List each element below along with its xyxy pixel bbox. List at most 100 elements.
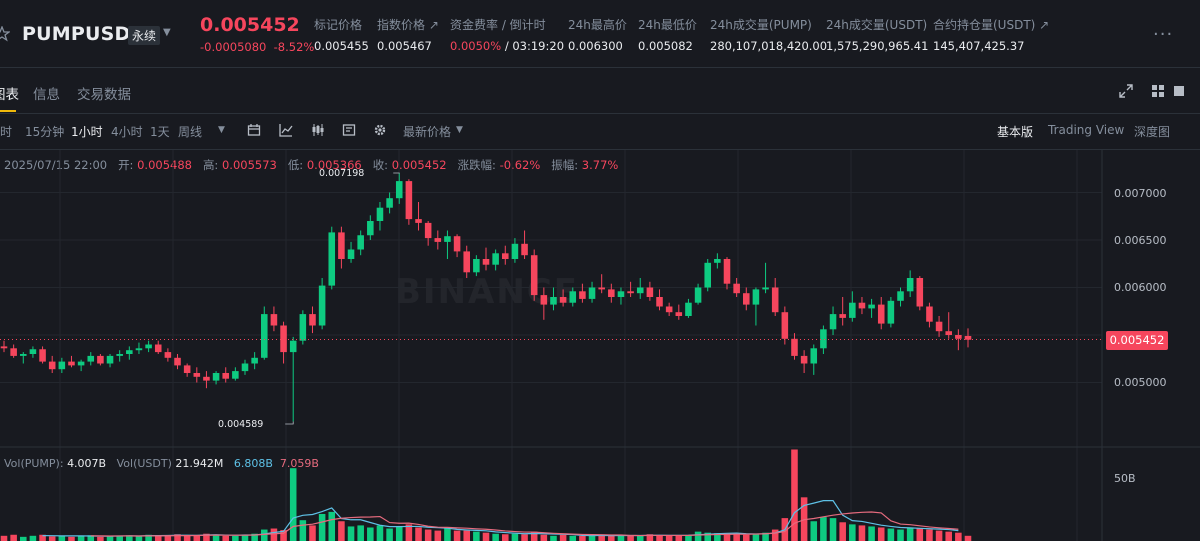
volume-bar	[174, 534, 181, 541]
candle-body	[415, 219, 422, 223]
candle-body	[829, 314, 837, 330]
volume-bar	[569, 535, 577, 541]
view-basic[interactable]: 基本版	[997, 125, 1034, 139]
tab-info[interactable]: 信息	[33, 87, 60, 103]
volume-bar	[347, 526, 355, 541]
volume-bar	[723, 533, 731, 541]
current-price-tag: 0.005452	[1106, 331, 1168, 350]
candle-body	[154, 344, 162, 353]
candle	[270, 306, 278, 332]
stat-open-interest[interactable]: 合约持仓量(USDT) ↗ 145,407,425.37	[933, 18, 1050, 53]
candle-body	[820, 329, 827, 349]
content-tabs: 图表 信息 交易数据	[0, 68, 1200, 114]
binance-watermark: BINANCE	[395, 272, 579, 312]
candle-body	[492, 253, 499, 265]
candle-body	[887, 300, 895, 324]
candle	[232, 367, 239, 381]
layout-grid-icon[interactable]	[1151, 84, 1165, 98]
indicators-icon[interactable]	[279, 123, 293, 137]
candle-body	[627, 291, 634, 294]
candle-body	[145, 344, 152, 349]
candle	[839, 297, 846, 326]
candle-body	[347, 249, 355, 259]
candle-body	[106, 355, 114, 364]
tab-chart[interactable]: 图表	[0, 87, 19, 103]
candle-type-icon[interactable]	[311, 123, 325, 137]
price-type-dropdown-icon[interactable]: ▼	[456, 125, 463, 135]
candle	[704, 259, 711, 292]
volume-bar	[877, 527, 885, 541]
low-leader-line	[285, 421, 294, 425]
candle	[665, 302, 673, 316]
volume-bar	[820, 517, 827, 541]
candle-body	[791, 338, 798, 356]
settings-gear-icon[interactable]	[373, 123, 387, 137]
candle-body	[463, 251, 470, 273]
view-depth[interactable]: 深度图	[1134, 125, 1171, 139]
candle-body	[482, 259, 490, 265]
candlestick-chart[interactable]: 0.007000 0.006500 0.006000 0.005000 50B	[0, 150, 1200, 541]
calendar-icon[interactable]	[247, 123, 261, 137]
more-options-icon[interactable]: ···	[1153, 24, 1174, 45]
volume-bar	[685, 535, 692, 541]
candle-body	[598, 287, 605, 290]
candle	[280, 321, 287, 364]
symbol-dropdown-icon[interactable]: ▼	[163, 27, 171, 38]
volume-bar	[897, 529, 904, 541]
candle	[685, 298, 692, 318]
template-icon[interactable]	[342, 123, 356, 137]
view-tradingview[interactable]: Trading View	[1048, 123, 1125, 137]
chart-toolbar: 分时 15分钟 1小时 4小时 1天 周线 ▼ 最新价格 ▼ 基本版 Tradi…	[0, 114, 1200, 150]
volume-bar	[145, 534, 152, 541]
volume-bar	[116, 536, 123, 541]
candle	[810, 344, 818, 375]
candle	[97, 354, 104, 366]
more-intervals-icon[interactable]: ▼	[218, 125, 225, 135]
candle-body	[241, 363, 249, 372]
interval-timeline[interactable]: 分时	[0, 125, 13, 139]
volume-bar	[289, 468, 297, 541]
candle	[415, 202, 422, 231]
volume-bar	[309, 525, 316, 541]
volume-bar	[704, 532, 711, 541]
candle-body	[395, 181, 403, 199]
fullscreen-icon[interactable]	[1119, 84, 1133, 98]
candle	[222, 367, 229, 383]
candle-body	[97, 355, 104, 364]
stat-index-price[interactable]: 指数价格 ↗ 0.005467	[377, 18, 439, 53]
tab-trade-data[interactable]: 交易数据	[77, 87, 131, 103]
candle-body	[906, 278, 914, 292]
candle	[318, 278, 326, 330]
candle-body	[945, 331, 952, 335]
interval-1d[interactable]: 1天	[150, 125, 170, 139]
volume-bar	[482, 532, 490, 541]
volume-bar	[280, 530, 287, 541]
stat-mark-price: 标记价格 0.005455	[314, 18, 369, 53]
interval-1h[interactable]: 1小时	[71, 125, 103, 139]
candle	[511, 238, 519, 263]
price-type-select[interactable]: 最新价格	[403, 125, 452, 139]
collapse-icon[interactable]	[1174, 84, 1184, 98]
symbol-name[interactable]: PUMPUSDT	[22, 23, 144, 45]
volume-bar	[964, 535, 972, 541]
volume-bar	[521, 534, 528, 541]
favorite-star-icon[interactable]	[0, 26, 10, 42]
interval-1w[interactable]: 周线	[178, 125, 203, 139]
volume-bar	[232, 535, 239, 541]
candle	[87, 352, 95, 366]
volume-bar	[415, 527, 422, 541]
candle	[646, 281, 654, 301]
candle	[762, 262, 769, 294]
interval-4h[interactable]: 4小时	[111, 125, 143, 139]
volume-bar	[212, 534, 220, 541]
candle-body	[714, 259, 721, 263]
candle	[791, 333, 798, 360]
interval-15m[interactable]: 15分钟	[25, 125, 65, 139]
candle	[955, 329, 962, 351]
candle	[598, 274, 605, 294]
volume-bar	[106, 535, 114, 541]
candle-body	[752, 289, 760, 305]
stat-24h-high: 24h最高价 0.006300	[568, 18, 627, 53]
volume-bar	[636, 535, 644, 541]
candle-body	[174, 357, 181, 366]
